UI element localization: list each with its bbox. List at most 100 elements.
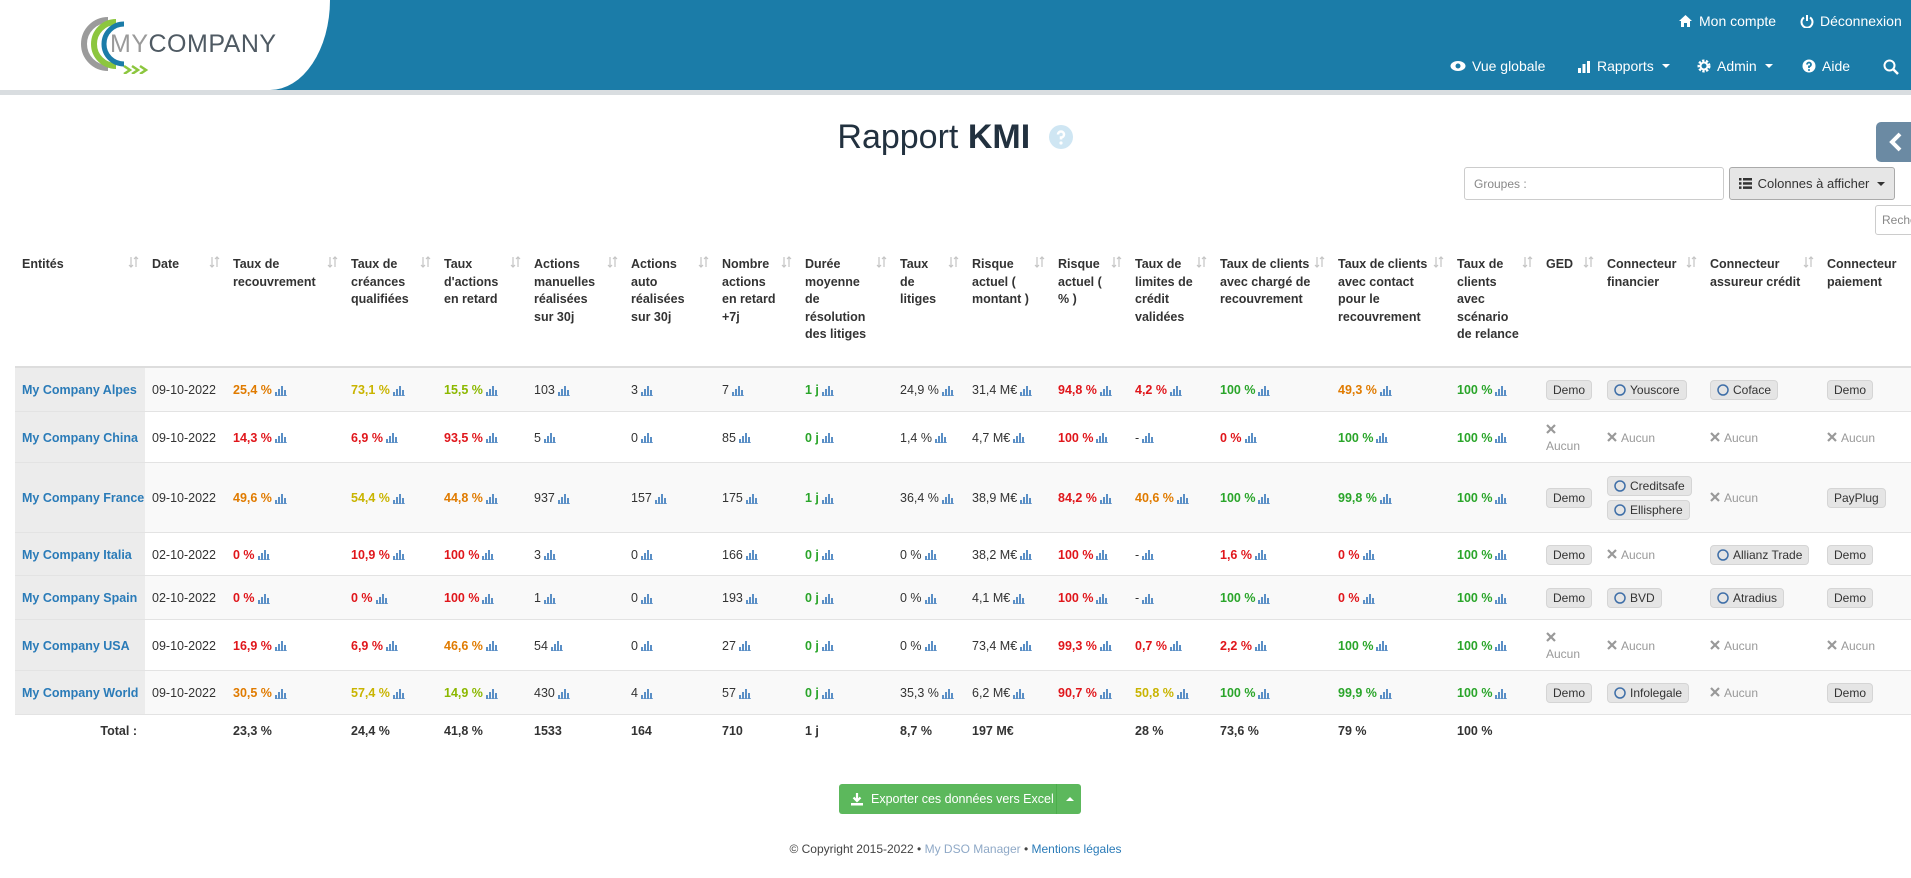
column-header[interactable]: Taux de clients avec chargé de recouvrem… <box>1220 256 1312 309</box>
chart-link[interactable] <box>1495 688 1508 699</box>
chart-link[interactable] <box>745 549 758 560</box>
chart-link[interactable] <box>1376 640 1389 651</box>
chart-link[interactable] <box>821 688 834 699</box>
chart-link[interactable] <box>1099 385 1112 396</box>
chart-link[interactable] <box>1362 593 1375 604</box>
chart-link[interactable] <box>557 385 570 396</box>
column-header[interactable]: Connecteur paiement <box>1827 256 1911 291</box>
chart-link[interactable] <box>385 432 398 443</box>
chart-link[interactable] <box>1099 493 1112 504</box>
chart-link[interactable] <box>1258 493 1271 504</box>
chart-link[interactable] <box>1495 593 1508 604</box>
column-header[interactable]: Entités <box>22 256 126 274</box>
entity-link[interactable]: My Company Alpes <box>22 383 137 397</box>
nav-admin[interactable]: Admin <box>1697 58 1773 74</box>
groups-input[interactable]: Groupes : <box>1464 167 1724 200</box>
chart-link[interactable] <box>1362 549 1375 560</box>
chart-link[interactable] <box>274 640 287 651</box>
chart-link[interactable] <box>941 493 954 504</box>
chart-link[interactable] <box>1013 593 1026 604</box>
column-header[interactable]: Durée moyenne de résolution des litiges <box>805 256 874 344</box>
search-input[interactable]: Reche <box>1875 205 1911 235</box>
chart-link[interactable] <box>821 549 834 560</box>
export-dropdown[interactable] <box>1056 784 1081 814</box>
chart-link[interactable] <box>274 688 287 699</box>
column-header[interactable]: Taux de créances qualifiées <box>351 256 418 309</box>
sidebar-toggle[interactable] <box>1876 122 1911 162</box>
nav-account[interactable]: Mon compte <box>1678 13 1776 29</box>
entity-link[interactable]: My Company USA <box>22 638 130 653</box>
column-header[interactable]: Actions auto réalisées sur 30j <box>631 256 696 326</box>
chart-link[interactable] <box>731 385 744 396</box>
chart-link[interactable] <box>654 493 667 504</box>
chart-link[interactable] <box>1013 688 1026 699</box>
chart-link[interactable] <box>1495 640 1508 651</box>
chart-link[interactable] <box>557 688 570 699</box>
chart-link[interactable] <box>1379 688 1392 699</box>
chart-link[interactable] <box>482 593 495 604</box>
column-header[interactable]: Taux de litiges <box>900 256 946 309</box>
chart-link[interactable] <box>1142 432 1155 443</box>
chart-link[interactable] <box>550 640 563 651</box>
nav-logout[interactable]: Déconnexion <box>1800 13 1902 29</box>
chart-link[interactable] <box>1376 432 1389 443</box>
legal-link[interactable]: Mentions légales <box>1031 842 1122 856</box>
chart-link[interactable] <box>1096 432 1109 443</box>
chart-link[interactable] <box>1176 688 1189 699</box>
chart-link[interactable] <box>1020 640 1033 651</box>
chart-link[interactable] <box>941 688 954 699</box>
entity-link[interactable]: My Company Spain <box>22 591 138 605</box>
chart-link[interactable] <box>1169 640 1182 651</box>
chart-link[interactable] <box>257 549 270 560</box>
chart-link[interactable] <box>485 493 498 504</box>
chart-link[interactable] <box>1495 493 1508 504</box>
chart-link[interactable] <box>745 493 758 504</box>
nav-help[interactable]: Aide <box>1802 58 1850 74</box>
chart-link[interactable] <box>745 593 758 604</box>
chart-link[interactable] <box>482 549 495 560</box>
column-header[interactable]: Taux de recouvrement <box>233 256 325 291</box>
chart-link[interactable] <box>934 432 947 443</box>
chart-link[interactable] <box>1099 688 1112 699</box>
column-header[interactable]: Taux de limites de crédit validées <box>1135 256 1194 326</box>
chart-link[interactable] <box>1258 688 1271 699</box>
nav-reports[interactable]: Rapports <box>1577 58 1670 74</box>
chart-link[interactable] <box>557 493 570 504</box>
chart-link[interactable] <box>274 432 287 443</box>
chart-link[interactable] <box>1169 385 1182 396</box>
logo-area[interactable]: MYCOMPANY <box>0 0 330 90</box>
chart-link[interactable] <box>941 385 954 396</box>
chart-link[interactable] <box>1244 432 1257 443</box>
column-header[interactable]: Risque actuel ( % ) <box>1058 256 1109 309</box>
chart-link[interactable] <box>1020 549 1033 560</box>
chart-link[interactable] <box>1258 385 1271 396</box>
column-header[interactable]: Risque actuel ( montant ) <box>972 256 1032 309</box>
chart-link[interactable] <box>821 385 834 396</box>
chart-link[interactable] <box>924 640 937 651</box>
chart-link[interactable] <box>924 549 937 560</box>
chart-link[interactable] <box>821 432 834 443</box>
chart-link[interactable] <box>385 640 398 651</box>
columns-button[interactable]: Colonnes à afficher <box>1729 167 1895 200</box>
column-header[interactable]: Actions manuelles réalisées sur 30j <box>534 256 605 326</box>
export-button[interactable]: Exporter ces données vers Excel <box>839 784 1081 814</box>
chart-link[interactable] <box>1176 493 1189 504</box>
chart-link[interactable] <box>485 432 498 443</box>
chart-link[interactable] <box>640 549 653 560</box>
chart-link[interactable] <box>1254 549 1267 560</box>
chart-link[interactable] <box>543 549 556 560</box>
nav-overview[interactable]: Vue globale <box>1450 58 1545 74</box>
chart-link[interactable] <box>640 432 653 443</box>
chart-link[interactable] <box>1379 493 1392 504</box>
chart-link[interactable] <box>1099 640 1112 651</box>
chart-link[interactable] <box>738 432 751 443</box>
chart-link[interactable] <box>543 593 556 604</box>
chart-link[interactable] <box>821 640 834 651</box>
chart-link[interactable] <box>392 385 405 396</box>
column-header[interactable]: Taux de clients avec contact pour le rec… <box>1338 256 1431 326</box>
chart-link[interactable] <box>640 385 653 396</box>
title-help-icon[interactable] <box>1048 124 1074 150</box>
entity-link[interactable]: My Company China <box>22 430 138 445</box>
chart-link[interactable] <box>1379 385 1392 396</box>
chart-link[interactable] <box>1495 549 1508 560</box>
